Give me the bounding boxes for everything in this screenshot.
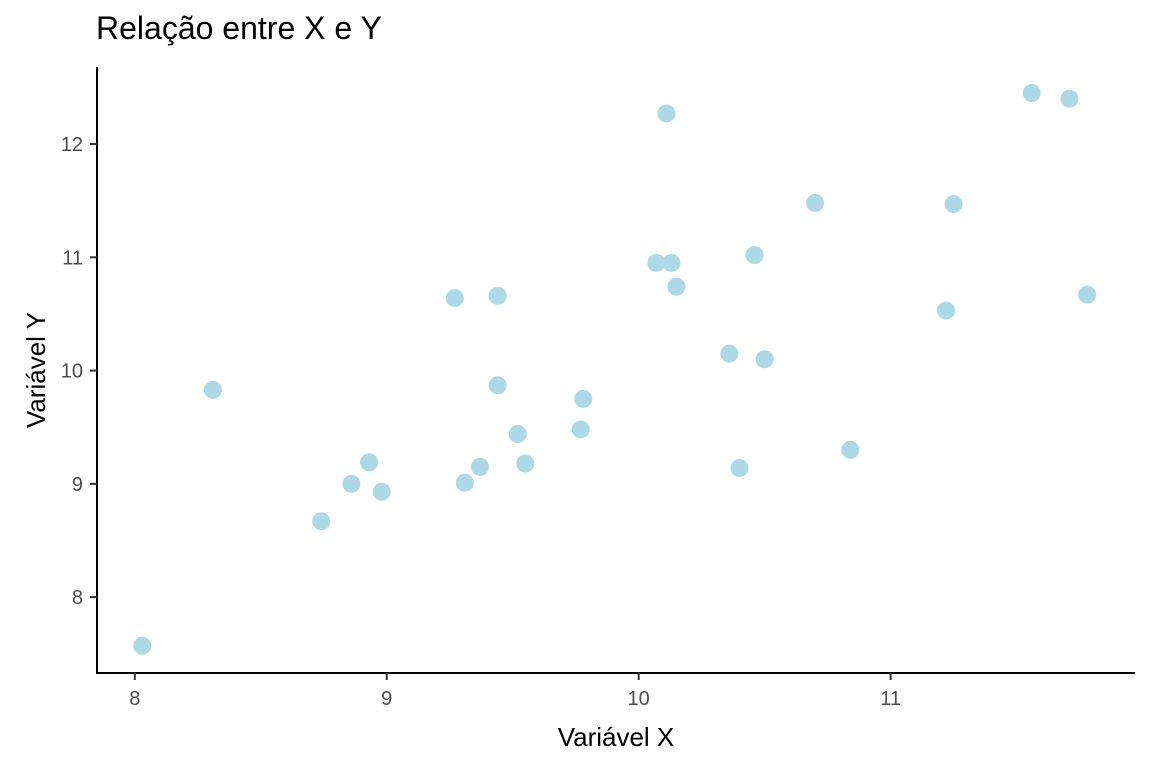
data-point — [571, 420, 590, 439]
data-point — [806, 193, 825, 212]
data-point — [574, 389, 593, 408]
data-point — [342, 474, 361, 493]
y-axis-ticks: 8 9 10 11 12 — [61, 134, 97, 609]
data-point — [133, 636, 152, 655]
chart-title: Relação entre X e Y — [96, 10, 382, 46]
data-point — [455, 473, 474, 492]
data-point — [841, 440, 860, 459]
data-point — [312, 512, 331, 531]
data-point — [372, 482, 391, 501]
data-point — [470, 457, 489, 476]
data-point — [662, 253, 681, 272]
data-point — [944, 195, 963, 214]
data-point — [488, 376, 507, 395]
data-point — [730, 458, 749, 477]
data-point — [657, 104, 676, 123]
x-axis-title: Variável X — [558, 722, 675, 752]
x-tick-label: 9 — [381, 688, 392, 710]
x-tick-label: 10 — [628, 688, 650, 710]
y-tick-label: 12 — [61, 134, 83, 156]
data-point — [360, 453, 379, 472]
data-point — [745, 246, 764, 265]
data-point — [755, 350, 774, 369]
data-point — [1060, 89, 1079, 108]
data-points — [133, 84, 1097, 655]
data-point — [667, 277, 686, 296]
data-point — [516, 454, 535, 473]
y-tick-label: 9 — [72, 474, 83, 496]
data-point — [1078, 285, 1097, 304]
data-point — [203, 380, 222, 399]
data-point — [488, 286, 507, 305]
x-axis-ticks: 8 9 10 11 — [129, 673, 901, 710]
data-point — [1022, 84, 1041, 103]
x-tick-label: 8 — [129, 688, 140, 710]
data-point — [647, 253, 666, 272]
data-point — [445, 289, 464, 308]
data-point — [720, 344, 739, 363]
y-tick-label: 11 — [62, 247, 83, 269]
y-tick-label: 8 — [72, 587, 83, 609]
y-axis-title: Variável Y — [21, 312, 51, 428]
data-point — [508, 424, 527, 443]
data-point — [937, 301, 956, 320]
x-tick-label: 11 — [880, 688, 901, 710]
y-tick-label: 10 — [61, 361, 83, 383]
